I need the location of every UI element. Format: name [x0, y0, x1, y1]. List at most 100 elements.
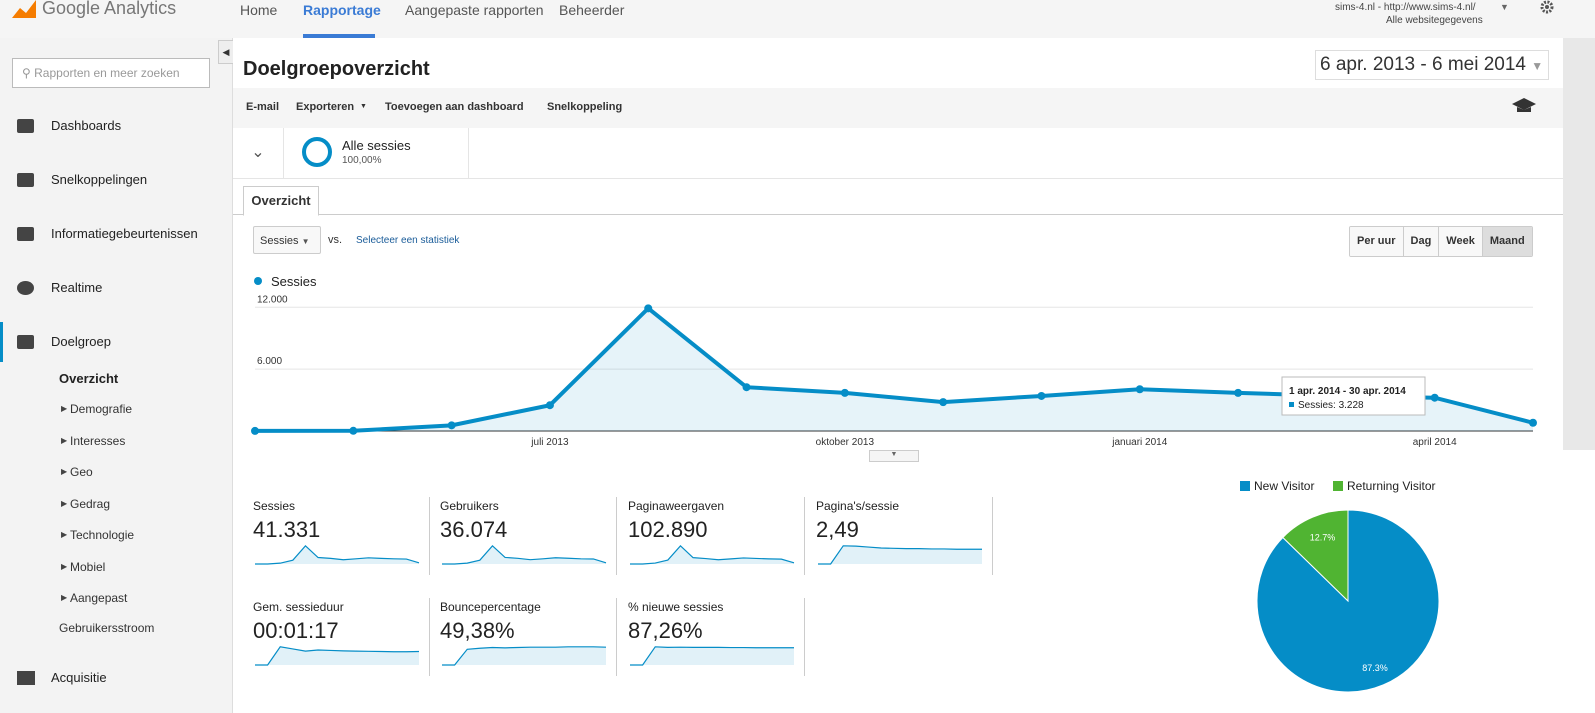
segment-name: Alle sessies [342, 138, 411, 153]
sidebar-item[interactable]: Acquisitie [51, 670, 107, 685]
metric-divider [804, 497, 805, 575]
point [349, 426, 358, 435]
date-range[interactable]: 6 apr. 2013 - 6 mei 2014 ▼ [1315, 50, 1549, 80]
nav-icon [17, 281, 34, 295]
metric-select-text: Sessies [260, 235, 299, 247]
nav-underline [303, 34, 375, 38]
sparkline [442, 646, 607, 666]
point [742, 383, 751, 392]
point [251, 426, 259, 435]
metric-name: Gebruikers [440, 499, 499, 513]
sparkline-area [255, 545, 419, 564]
sidebar-item[interactable]: Realtime [51, 280, 103, 295]
chart-expander[interactable]: ▼ [869, 450, 919, 462]
point [1135, 385, 1144, 394]
sparkline-line [629, 544, 795, 565]
tab[interactable]: Overzicht [243, 186, 319, 216]
metric-name: Sessies [253, 499, 296, 513]
sub-arrow: ▶ [61, 498, 68, 508]
metric-value: 87,26% [628, 618, 703, 643]
academy-icon [1512, 98, 1536, 112]
legend-marker [1333, 481, 1343, 491]
sidebar-item[interactable]: Informatiegebeurtenissen [51, 226, 198, 241]
sidebar-subitem[interactable]: Gebruikersstroom [59, 621, 155, 635]
settings-icon[interactable] [1538, 0, 1556, 16]
sidebar-item[interactable]: Doelgroep [51, 334, 111, 349]
date-text: 6 apr. 2013 - 6 mei 2014 [1320, 54, 1526, 75]
legend-label: Sessies [271, 274, 317, 289]
metric-value: 49,38% [440, 618, 515, 643]
legend-label: Returning Visitor [1347, 479, 1436, 493]
point [644, 304, 653, 313]
action[interactable]: Exporteren [296, 101, 355, 113]
legend-label: New Visitor [1254, 479, 1314, 493]
segment-toggle[interactable]: ⌄ [233, 128, 284, 178]
nav-item[interactable]: Rapportage [303, 2, 381, 18]
sidebar-subitem[interactable]: Interesses [70, 433, 126, 448]
metric-divider [616, 497, 617, 575]
nav-icon [17, 119, 34, 133]
sidebar-item[interactable]: Snelkoppelingen [51, 172, 148, 187]
select-stat[interactable]: Selecteer een statistiek [356, 235, 460, 246]
sidebar-item[interactable]: Dashboards [51, 118, 122, 133]
scrollbar [1563, 38, 1595, 450]
metric-value: 36.074 [440, 517, 508, 542]
area [255, 308, 1533, 431]
sidebar [0, 38, 233, 713]
logo-icon [12, 0, 36, 18]
search-box[interactable] [12, 58, 210, 88]
granularity-button[interactable]: Per uur [1350, 227, 1403, 256]
sub-arrow: ▶ [61, 435, 68, 445]
sidebar-subitem[interactable]: Gedrag [70, 496, 111, 511]
metric-name: Gem. sessieduur [253, 600, 344, 614]
sidebar-sub-active[interactable]: Overzicht [59, 371, 119, 386]
sidebar-subitem[interactable]: Geo [70, 465, 93, 479]
sparkline-area [818, 545, 982, 564]
y-tick-label: 6.000 [257, 356, 282, 367]
data-label: 87.3% [1362, 663, 1388, 673]
account[interactable]: sims-4.nl - http://www.sims-4.nl/ [1335, 2, 1476, 13]
metric-select[interactable]: Sessies ▼ [253, 226, 321, 254]
action[interactable]: Toevoegen aan dashboard [385, 101, 524, 113]
sparkline-line [255, 646, 420, 666]
point [447, 421, 456, 430]
segment-divider [468, 128, 469, 178]
sidebar-subitem[interactable]: Demografie [70, 402, 133, 416]
search-placeholder: ⚲ Rapporten en meer zoeken [22, 66, 180, 80]
point [1234, 388, 1243, 397]
metric-value: 2,49 [816, 517, 859, 542]
sparkline [630, 646, 794, 666]
action[interactable]: Snelkoppeling [547, 101, 623, 113]
granularity-button[interactable]: Week [1438, 227, 1482, 256]
sparkline-area [442, 545, 606, 564]
x-tick-label: oktober 2013 [816, 437, 875, 448]
segment-share: 100,00% [342, 155, 382, 166]
sidebar-subitem[interactable]: Technologie [70, 528, 135, 542]
action[interactable]: E-mail [246, 101, 280, 113]
nav-item[interactable]: Beheerder [559, 2, 625, 18]
x-tick-label: januari 2014 [1111, 437, 1167, 448]
granularity-button[interactable]: Maand [1481, 227, 1532, 256]
legend-marker [254, 277, 262, 285]
x-tick-label: april 2014 [1413, 437, 1457, 448]
y-tick-label: 12.000 [257, 294, 288, 305]
granularity-button[interactable]: Dag [1402, 227, 1439, 256]
sub-arrow: ▶ [61, 404, 68, 413]
granularity: Per uur Dag Week Maand [1349, 226, 1533, 257]
nav-item[interactable]: Home [240, 2, 278, 18]
sparkline-line [818, 545, 982, 565]
sub-arrow: ▶ [61, 561, 68, 571]
sidebar-subitem[interactable]: Aangepast [70, 591, 128, 605]
sub-arrow: ▶ [61, 530, 68, 539]
sidebar-subitem[interactable]: Mobiel [70, 559, 106, 574]
point [545, 401, 554, 410]
line-chart: 6.000 12.000 juli 2013 oktober 2013 januari … [251, 274, 1537, 448]
collapse-button[interactable]: ◀ [218, 40, 234, 64]
nav-icon [17, 671, 35, 685]
nav-item[interactable]: Aangepaste rapporten [405, 2, 544, 18]
dropdown-arrow: ▼ [360, 103, 367, 110]
sub-arrow: ▶ [61, 593, 68, 602]
